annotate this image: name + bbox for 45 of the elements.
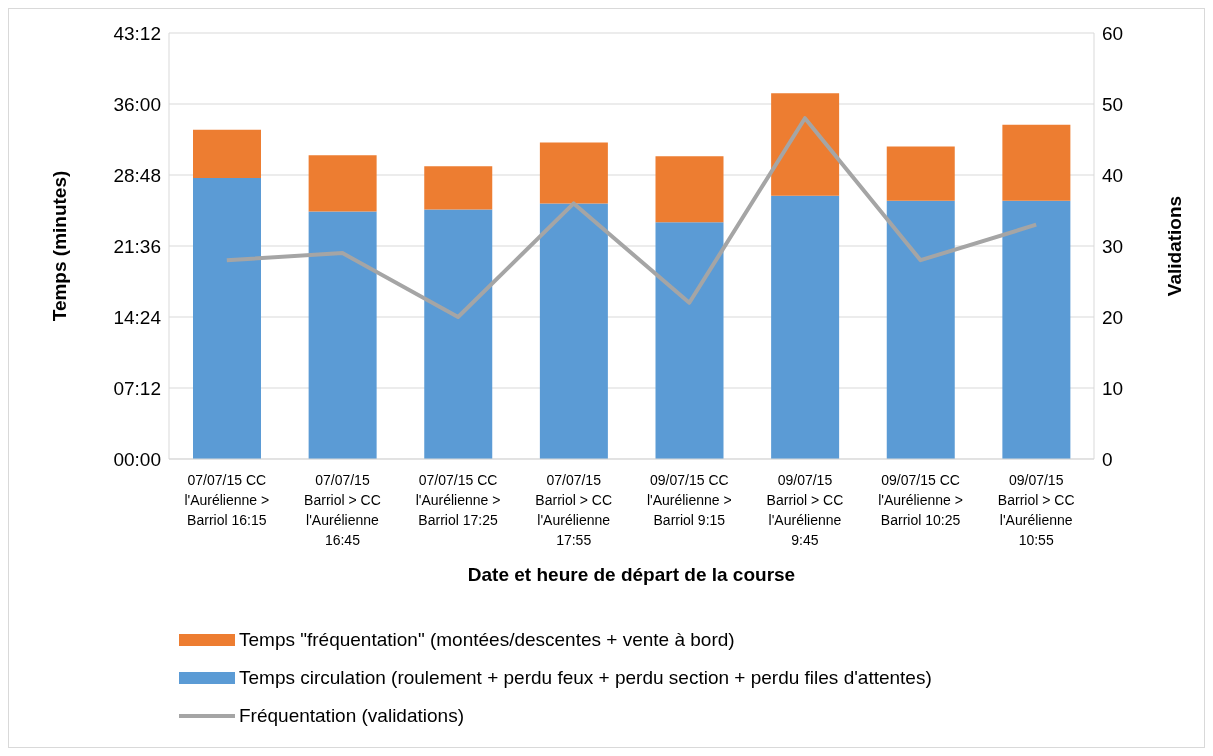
y2-tick-label: 30: [1102, 235, 1124, 257]
bar: [193, 129, 261, 178]
bar: [308, 211, 377, 459]
legend-label: Temps "fréquentation" (montées/descentes + vente à bord): [239, 629, 735, 651]
bar: [308, 155, 377, 212]
y2-tick-label: 10: [1102, 377, 1124, 399]
x-tick-label: 07/07/15 Barriol > CC l'Aurélienne 16:45: [304, 472, 381, 548]
y2-tick-label: 40: [1102, 164, 1124, 186]
bar: [539, 203, 608, 459]
x-tick-label: 07/07/15 CC l'Aurélienne > Barriol 17:25: [415, 472, 501, 528]
bar: [1002, 124, 1071, 201]
y-tick-label: 00:00: [113, 448, 161, 470]
y-tick-label: 43:12: [113, 22, 161, 44]
y-axis-title: Temps (minutes): [48, 170, 70, 322]
y2-tick-label: 0: [1102, 448, 1113, 470]
bar: [886, 146, 955, 201]
y-tick-label: 14:24: [113, 306, 162, 328]
bar: [424, 209, 493, 459]
bar: [424, 166, 493, 210]
x-axis-title: Date et heure de départ de la course: [467, 564, 796, 585]
x-tick-label: 07/07/15 CC l'Aurélienne > Barriol 16:15: [184, 472, 270, 528]
x-tick-label: 09/07/15 CC l'Aurélienne > Barriol 9:15: [646, 472, 732, 528]
legend-label: Temps circulation (roulement + perdu feux + perdu section + perdu files d'attentes): [239, 667, 932, 689]
y-tick-label: 21:36: [113, 235, 161, 257]
y-tick-label: 36:00: [113, 93, 161, 115]
x-tick-label: 07/07/15 Barriol > CC l'Aurélienne 17:55: [535, 472, 613, 548]
line-series: [224, 116, 1039, 319]
y2-tick-label: 50: [1102, 93, 1124, 115]
bar: [886, 200, 955, 459]
x-tick-label: 09/07/15 CC l'Aurélienne > Barriol 10:25: [878, 472, 963, 528]
bar: [655, 222, 724, 459]
bar: [1002, 200, 1071, 459]
bar: [771, 195, 840, 459]
bar: [539, 142, 608, 204]
y-tick-label: 07:12: [113, 377, 161, 399]
bar: [655, 156, 724, 223]
y2-tick-label: 60: [1102, 22, 1124, 44]
y2-tick-label: 20: [1102, 306, 1124, 328]
y2-axis-title: Validations: [1163, 195, 1185, 297]
legend-label: Fréquentation (validations): [239, 705, 464, 727]
x-tick-label: 09/07/15 Barriol > CC l'Aurélienne 10:55: [997, 472, 1075, 548]
bar: [193, 177, 261, 459]
bar: [771, 93, 840, 196]
y-tick-label: 28:48: [113, 164, 161, 186]
x-tick-label: 09/07/15 Barriol > CC l'Aurélienne 9:45: [766, 472, 844, 548]
